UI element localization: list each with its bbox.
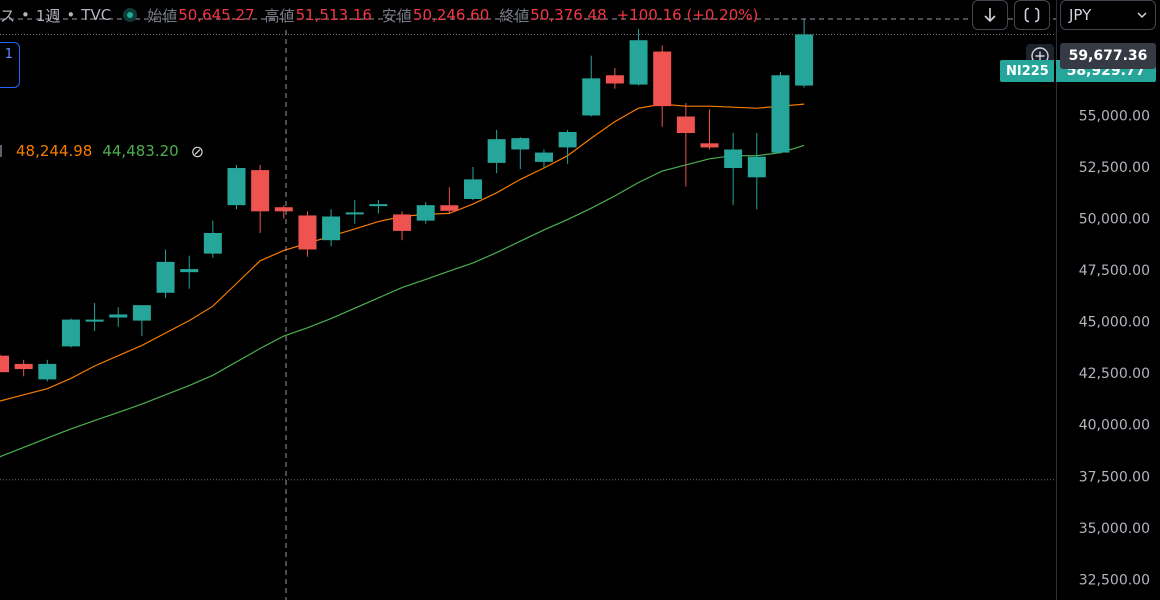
arrow-down-icon [984, 8, 996, 23]
candle-body [14, 363, 33, 370]
open-label: 始値 [147, 6, 178, 25]
candle-body [345, 212, 364, 215]
candle-body [653, 51, 672, 107]
close-label: 終値 [499, 6, 530, 25]
interval-label[interactable]: 1週 [35, 6, 61, 25]
candle-body [487, 139, 506, 163]
y-tick-label: 37,500.00 [1079, 469, 1150, 485]
candle-body [724, 149, 743, 169]
candle-body [38, 363, 57, 380]
indicator-legend: 48,244.98 44,483.20 ⊘ [0, 140, 204, 162]
reset-chart-button[interactable] [1014, 0, 1050, 30]
candle-body [156, 261, 175, 293]
crosshair-price-label: 59,677.36 [1060, 43, 1156, 69]
currency-select[interactable]: JPY [1060, 0, 1156, 30]
symbol-name-fragment[interactable]: ス [0, 6, 16, 25]
candle-body [582, 78, 601, 116]
symbol-tag: NI225 [1000, 60, 1054, 82]
high-value: 51,513.16 [295, 6, 372, 24]
candle-body [298, 215, 317, 250]
y-tick-label: 42,500.00 [1079, 366, 1150, 382]
y-tick-label: 32,500.00 [1079, 572, 1150, 588]
candle-body [795, 34, 814, 86]
y-tick-label: 55,000.00 [1079, 108, 1150, 124]
left-panel-tab[interactable]: 1 [0, 42, 20, 88]
candle-body [251, 170, 270, 212]
candle-body [676, 116, 695, 133]
candle-body [132, 305, 151, 321]
candle-body [747, 156, 766, 178]
candle-body [511, 138, 530, 150]
candle-body [203, 232, 222, 254]
candle-body [558, 131, 577, 148]
source-label: TVC [81, 6, 112, 24]
left-panel-tab-label: 1 [4, 47, 13, 62]
legend-ohlc: ス • 1週 • TVC 始値 50,645.27 高値 51,513.16 安… [0, 0, 758, 30]
change-value: +100.16 (+0.20%) [616, 6, 759, 24]
candle-body [534, 152, 553, 162]
candle-body [369, 204, 388, 207]
close-value: 50,376.48 [530, 6, 607, 24]
scroll-to-latest-button[interactable] [972, 0, 1008, 30]
high-label: 高値 [264, 6, 295, 25]
y-tick-label: 52,500.00 [1079, 160, 1150, 176]
low-value: 50,246.60 [412, 6, 490, 24]
candle-body [0, 355, 9, 373]
candle-body [180, 269, 199, 273]
separator-dot: • [66, 6, 76, 24]
separator-dot: • [21, 6, 30, 24]
y-tick-label: 45,000.00 [1079, 315, 1150, 331]
candle-body [274, 207, 293, 212]
candle-body [629, 40, 648, 85]
ma2-line [0, 144, 805, 458]
hide-icon[interactable]: ⊘ [190, 141, 205, 161]
indicator-collapse-handle[interactable] [0, 145, 2, 157]
candle-body [393, 214, 412, 231]
candle-body [440, 205, 459, 211]
candle-body [85, 319, 104, 322]
candle-body [771, 75, 790, 153]
ma2-value: 44,483.20 [102, 142, 179, 160]
ma1-value: 48,244.98 [16, 142, 93, 160]
candle-body [416, 205, 435, 221]
open-value: 50,645.27 [178, 6, 255, 24]
candle-body [700, 143, 719, 148]
y-tick-label: 50,000.00 [1079, 212, 1150, 228]
currency-value: JPY [1069, 6, 1092, 24]
market-status-icon[interactable] [123, 8, 138, 22]
candle-body [61, 319, 80, 347]
square-rounded-icon [1024, 6, 1040, 24]
candle-body [322, 216, 341, 241]
low-label: 安値 [381, 6, 412, 25]
candle-body [109, 314, 128, 318]
y-tick-label: 35,000.00 [1079, 521, 1150, 537]
y-tick-label: 47,500.00 [1079, 263, 1150, 279]
candle-body [464, 179, 482, 199]
y-tick-label: 40,000.00 [1079, 418, 1150, 434]
candle-body [227, 168, 246, 206]
chevron-down-icon [1137, 12, 1147, 19]
candle-body [605, 75, 624, 84]
